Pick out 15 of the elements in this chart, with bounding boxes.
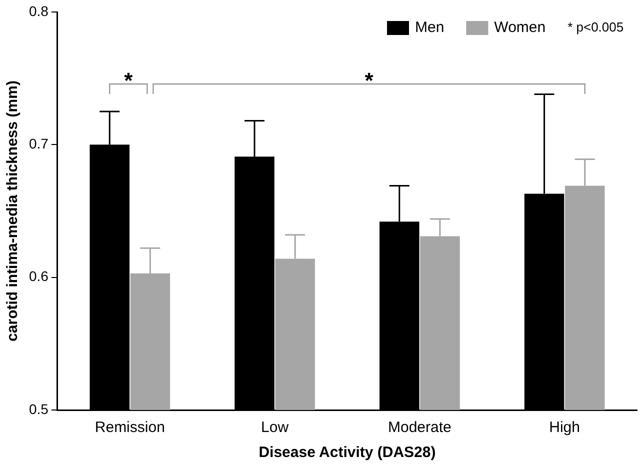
legend-label: Women [494, 19, 546, 36]
y-axis-title: carotid intima-media thickness (mm) [4, 80, 22, 342]
annotation: * [124, 68, 134, 94]
annotation: * [364, 68, 374, 94]
x-tick-label: Remission [94, 419, 165, 436]
y-tick-label: 0.7 [28, 136, 49, 152]
annotation: * p<0.005 [568, 20, 624, 35]
legend-label: Men [415, 19, 444, 36]
x-axis-title: Disease Activity (DAS28) [258, 444, 436, 462]
x-tick-label: Low [261, 419, 289, 436]
x-tick-label: High [549, 419, 580, 436]
y-tick-label: 0.6 [28, 268, 49, 284]
x-tick-label: Moderate [388, 419, 452, 436]
y-tick-label: 0.5 [28, 400, 49, 417]
y-tick-label: 0.8 [28, 2, 49, 19]
